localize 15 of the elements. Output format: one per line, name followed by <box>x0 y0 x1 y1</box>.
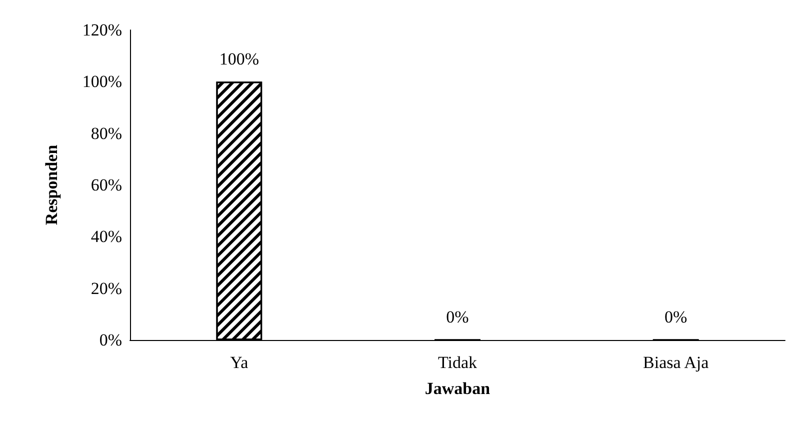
x-axis-title: Jawaban <box>424 379 491 398</box>
y-axis-title: Responden <box>42 144 61 226</box>
y-tick-label: 120% <box>82 20 122 40</box>
y-tick-label: 80% <box>90 124 122 143</box>
x-tick-label: Ya <box>230 353 249 372</box>
y-tick-label: 20% <box>90 278 122 298</box>
x-tick-label: Tidak <box>438 353 478 372</box>
x-tick-label: Biasa Aja <box>643 353 710 372</box>
data-label: 0% <box>664 307 688 326</box>
y-tick-label: 0% <box>99 330 122 350</box>
y-tick-label: 60% <box>90 176 122 194</box>
data-label: 0% <box>446 307 469 326</box>
y-tick-label: 100% <box>82 72 122 92</box>
data-label: 100% <box>219 50 260 69</box>
y-tick-label: 40% <box>90 227 122 246</box>
